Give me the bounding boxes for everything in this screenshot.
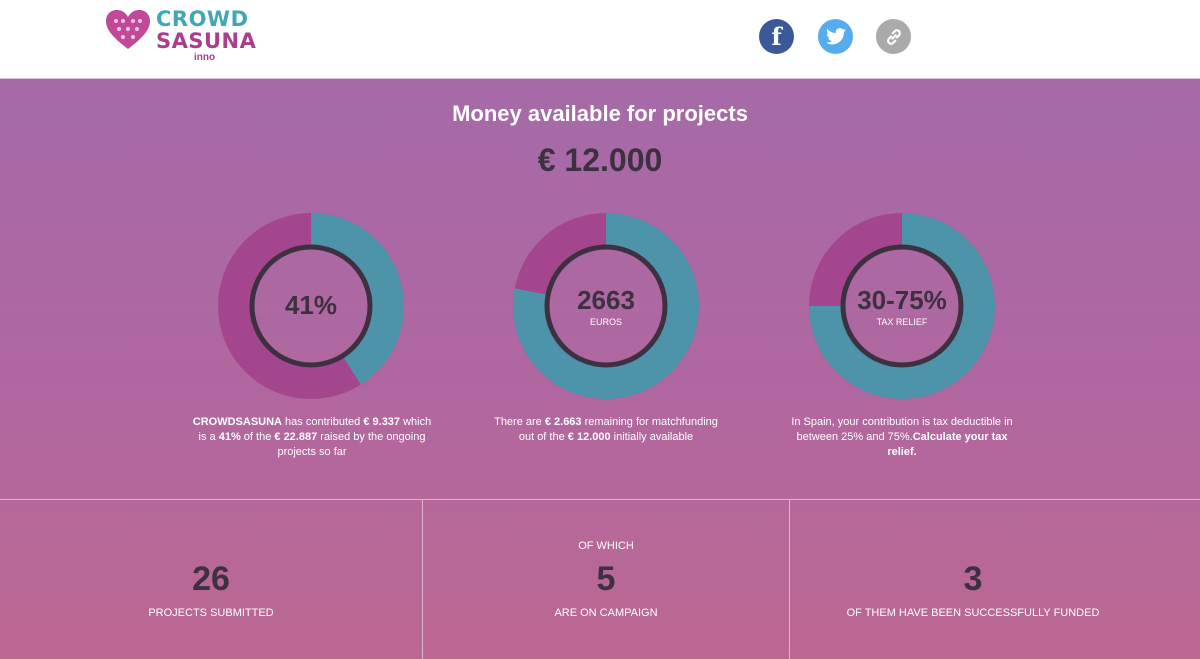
donut-inner-ring	[544, 244, 668, 368]
desc-text: There are	[494, 416, 545, 428]
donut-label: TAX RELIEF	[876, 317, 928, 327]
remaining-description: There are € 2.663 remaining for matchfun…	[486, 415, 726, 445]
donut-chart-contribution: 41%	[216, 211, 406, 401]
calculate-tax-relief-link[interactable]: Calculate your tax relief.	[887, 431, 1008, 458]
facebook-icon: f	[771, 22, 782, 51]
stat-number: 5	[596, 560, 616, 598]
donut-inner-ring	[249, 244, 373, 368]
available-amount: € 12.000	[537, 142, 663, 178]
stat-label: ARE ON CAMPAIGN	[554, 607, 658, 619]
donut-value-segment	[809, 213, 995, 399]
crowdsasuna-logo[interactable]: CROWD SASUNA inno	[106, 8, 256, 66]
donut-center: 30-75% TAX RELIEF	[807, 211, 997, 401]
stat-number: 3	[963, 560, 983, 598]
donut-label: EUROS	[589, 317, 622, 327]
donut-chart-tax-relief: 30-75% TAX RELIEF	[807, 211, 997, 401]
donut-ring	[809, 213, 995, 399]
donut-value-segment	[513, 213, 699, 399]
stat-funded: 3 OF THEM HAVE BEEN SUCCESSFULLY FUNDED	[790, 500, 1156, 659]
header: CROWD SASUNA inno f	[0, 0, 1200, 79]
donut-value: 41%	[284, 290, 338, 320]
donut-chart-remaining: 2663 EUROS	[511, 211, 701, 401]
section-title: Money available for projects	[452, 101, 748, 126]
desc-text: remaining for matchfunding out of the	[518, 416, 718, 443]
donut-ring	[218, 213, 404, 399]
section-divider	[0, 499, 1200, 500]
heart-logo-icon	[106, 10, 150, 49]
facebook-share-button[interactable]: f	[759, 19, 794, 54]
funding-section: Money available for projects € 12.000 41…	[0, 79, 1200, 659]
desc-strong: € 9.337	[363, 416, 401, 428]
stat-label: OF THEM HAVE BEEN SUCCESSFULLY FUNDED	[846, 607, 1100, 619]
donut-ring	[513, 213, 699, 399]
desc-strong: 41%	[218, 431, 241, 443]
donut-value: 30-75%	[857, 285, 947, 315]
stat-label: PROJECTS SUBMITTED	[148, 607, 274, 619]
contribution-description: CROWDSASUNA has contributed € 9.337 whic…	[192, 415, 432, 460]
donut-center: 41%	[216, 211, 406, 401]
desc-strong: € 12.000	[567, 431, 611, 443]
desc-strong: € 2.663	[544, 416, 582, 428]
stat-projects-submitted: 26 PROJECTS SUBMITTED	[0, 500, 422, 659]
donut-center: 2663 EUROS	[511, 211, 701, 401]
desc-text: In Spain, your contribution is tax deduc…	[791, 416, 1013, 443]
donut-value-segment	[218, 213, 404, 399]
desc-strong: CROWDSASUNA	[192, 416, 282, 428]
desc-strong: € 22.887	[274, 431, 318, 443]
link-icon	[886, 28, 901, 45]
stat-number: 26	[192, 560, 230, 598]
stat-on-campaign: OF WHICH 5 ARE ON CAMPAIGN	[423, 500, 789, 659]
desc-text: raised by the ongoing projects so far	[277, 431, 426, 458]
stat-divider	[422, 500, 423, 659]
tax-relief-description: In Spain, your contribution is tax deduc…	[782, 415, 1022, 460]
desc-text: which is a	[198, 416, 432, 443]
desc-text: initially available	[610, 431, 694, 443]
logo-line-2: SASUNA	[156, 29, 257, 53]
stat-prefix: OF WHICH	[578, 540, 634, 552]
twitter-icon	[825, 28, 846, 45]
desc-text: of the	[240, 431, 275, 443]
twitter-share-button[interactable]	[818, 19, 853, 54]
copy-link-button[interactable]	[876, 19, 911, 54]
donut-value: 2663	[577, 285, 635, 315]
donut-inner-ring	[840, 244, 964, 368]
stat-divider	[789, 500, 790, 659]
desc-text: has contributed	[282, 416, 364, 428]
logo-brand: inno	[194, 52, 216, 63]
logo-text: CROWD SASUNA	[156, 8, 256, 52]
logo-line-1: CROWD	[156, 7, 249, 31]
